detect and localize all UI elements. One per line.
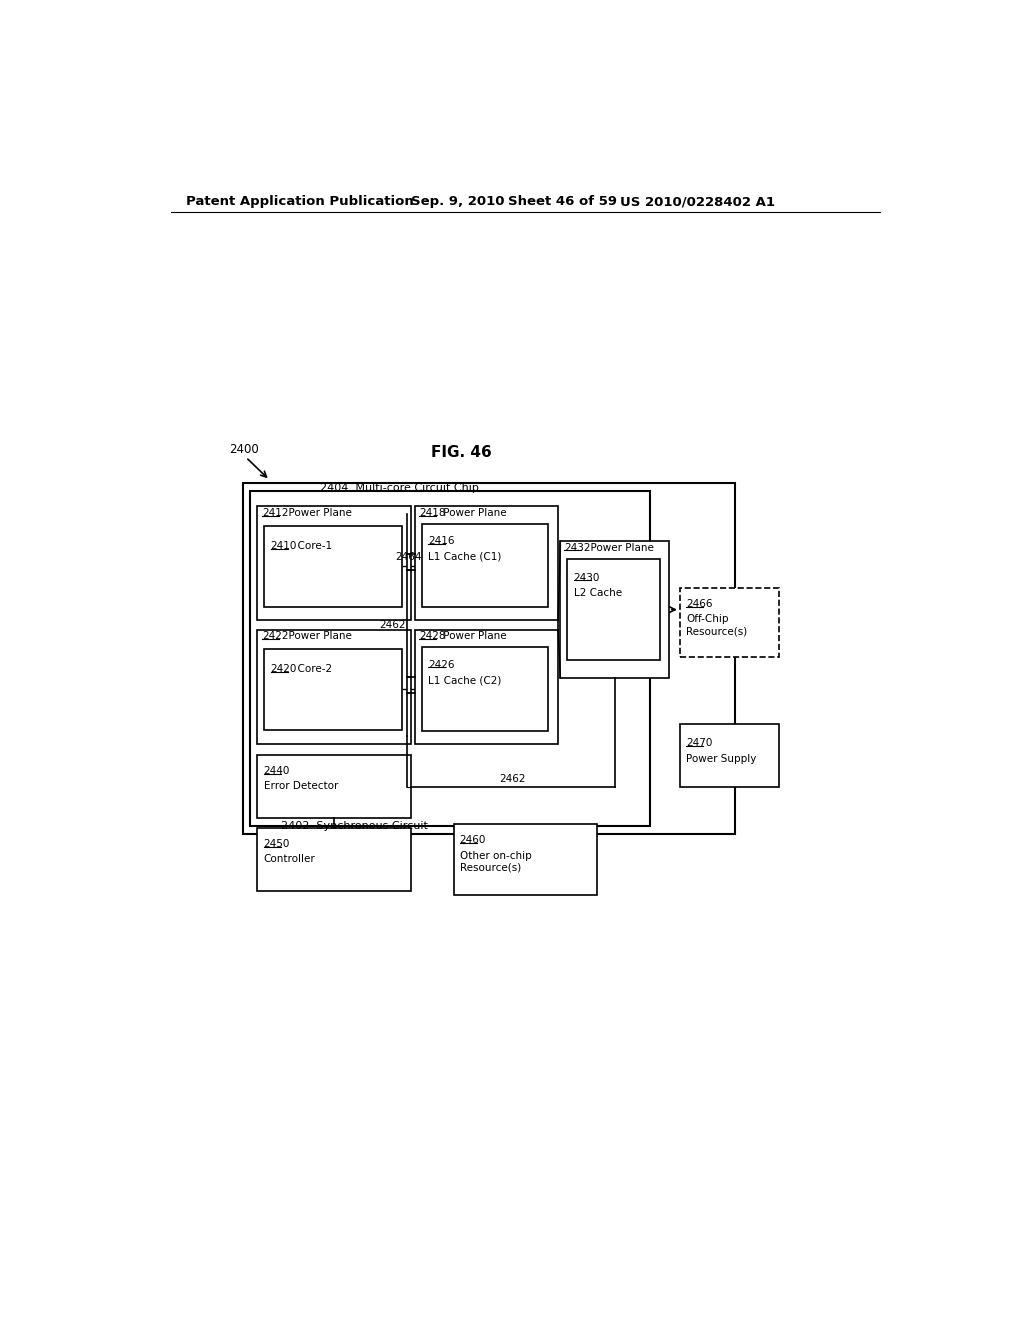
Text: 2464: 2464 — [395, 552, 422, 562]
Text: Sep. 9, 2010: Sep. 9, 2010 — [411, 195, 505, 209]
Text: FIG. 46: FIG. 46 — [431, 445, 492, 459]
Bar — [251, 491, 649, 826]
Text: 2412: 2412 — [262, 508, 289, 517]
Bar — [257, 630, 411, 743]
Bar — [257, 829, 411, 891]
Bar — [680, 589, 779, 657]
Text: 2430: 2430 — [573, 573, 600, 582]
Bar — [415, 630, 558, 743]
Text: 2404  Multi-core Circuit Chip: 2404 Multi-core Circuit Chip — [321, 483, 479, 492]
Text: Power Plane: Power Plane — [585, 543, 654, 553]
Bar — [422, 524, 548, 607]
Text: 2462: 2462 — [379, 620, 406, 630]
Text: 2426: 2426 — [428, 660, 455, 669]
Bar — [567, 558, 660, 660]
Text: Resource(s): Resource(s) — [686, 627, 748, 636]
Bar — [243, 483, 735, 834]
Bar — [415, 507, 558, 620]
Text: 2402  Synchronous Circuit: 2402 Synchronous Circuit — [282, 821, 428, 832]
Text: 2462: 2462 — [500, 774, 526, 784]
Text: Power Supply: Power Supply — [686, 754, 757, 763]
Text: Sheet 46 of 59: Sheet 46 of 59 — [508, 195, 616, 209]
Text: Patent Application Publication: Patent Application Publication — [186, 195, 414, 209]
Bar — [257, 507, 411, 620]
Bar — [422, 647, 548, 730]
Text: L1 Cache (C1): L1 Cache (C1) — [428, 552, 502, 562]
Text: Power Plane: Power Plane — [439, 508, 506, 517]
Bar — [560, 541, 669, 678]
Text: L1 Cache (C2): L1 Cache (C2) — [428, 675, 502, 685]
Text: 2422: 2422 — [262, 631, 289, 642]
Text: 2460: 2460 — [460, 836, 486, 845]
Text: 2400: 2400 — [228, 444, 258, 457]
Text: Other on-chip: Other on-chip — [460, 850, 531, 861]
Text: Core-2: Core-2 — [291, 664, 332, 675]
Bar — [264, 525, 402, 607]
Text: US 2010/0228402 A1: US 2010/0228402 A1 — [621, 195, 775, 209]
Text: Power Plane: Power Plane — [283, 631, 352, 642]
Text: Controller: Controller — [263, 854, 315, 865]
Text: 2432: 2432 — [564, 543, 591, 553]
Text: 2450: 2450 — [263, 840, 290, 849]
Text: L2 Cache: L2 Cache — [573, 589, 622, 598]
Text: 2440: 2440 — [263, 766, 290, 776]
Text: 2466: 2466 — [686, 599, 713, 609]
Text: 2410: 2410 — [270, 541, 297, 550]
Text: 2416: 2416 — [428, 536, 455, 546]
Text: Core-1: Core-1 — [291, 541, 332, 550]
Text: 2428: 2428 — [420, 631, 445, 642]
Bar — [454, 825, 597, 895]
Text: Power Plane: Power Plane — [283, 508, 352, 517]
Text: Resource(s): Resource(s) — [460, 863, 521, 873]
Text: 2470: 2470 — [686, 738, 713, 748]
Text: 2420: 2420 — [270, 664, 297, 675]
Bar — [680, 725, 779, 788]
Text: Off-Chip: Off-Chip — [686, 614, 728, 624]
Bar — [257, 755, 411, 818]
Text: Error Detector: Error Detector — [263, 781, 338, 791]
Text: 2418: 2418 — [420, 508, 445, 517]
Bar — [264, 649, 402, 730]
Text: Power Plane: Power Plane — [439, 631, 506, 642]
